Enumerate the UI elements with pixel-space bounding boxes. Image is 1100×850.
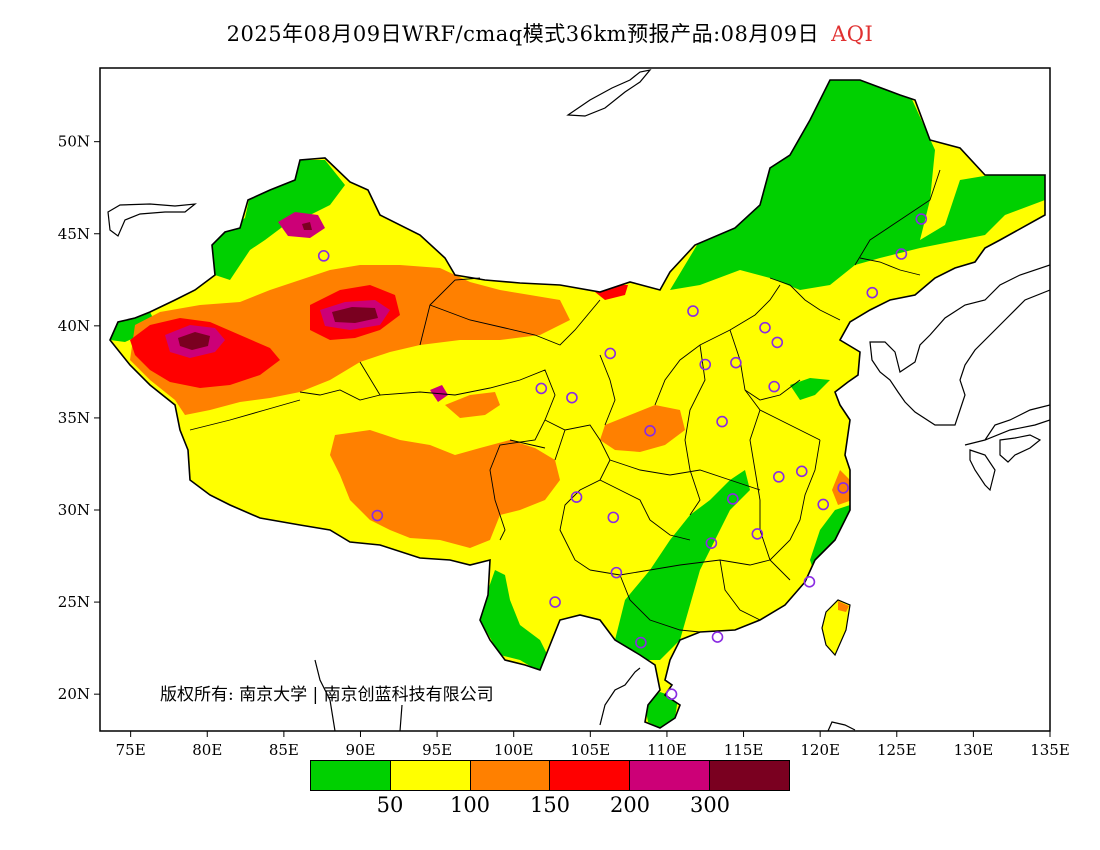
- title-variable: AQI: [831, 22, 874, 46]
- city-marker-icon: [795, 465, 808, 478]
- lat-tick-label: 20N: [58, 685, 90, 703]
- city-marker-icon: [759, 321, 771, 334]
- city-marker-icon: [610, 566, 623, 579]
- city-marker-icon: [549, 596, 561, 608]
- city-marker-icon: [566, 391, 578, 404]
- city-marker-icon: [665, 688, 678, 700]
- lon-tick-label: 100E: [494, 741, 534, 759]
- city-marker-icon: [768, 380, 780, 393]
- city-marker-icon: [730, 356, 742, 369]
- lon-tick-label: 135E: [1030, 741, 1070, 759]
- colorbar-label: 300: [689, 793, 731, 817]
- taiwan-north-light-zone: [838, 601, 849, 612]
- aqi-zone-severe-west: [178, 332, 210, 350]
- lon-tick-label: 90E: [345, 741, 375, 759]
- city-marker-icon: [866, 286, 879, 299]
- map-title: 2025年08月09日WRF/cmaq模式36km预报产品:08月09日 AQI: [0, 18, 1100, 48]
- city-marker-icon: [817, 498, 830, 511]
- aqi-zone-good-xinjiang-north: [212, 160, 345, 280]
- colorbar-segment: [710, 761, 789, 790]
- colorbar-label: 200: [609, 793, 651, 817]
- city-marker-icon: [635, 636, 647, 649]
- lon-tick-label: 110E: [647, 741, 687, 759]
- colorbar-segment: [470, 761, 551, 790]
- province-borders: [189, 169, 941, 633]
- title-main: 2025年08月09日WRF/cmaq模式36km预报产品:08月09日: [226, 22, 820, 46]
- colorbar-segment: [630, 761, 711, 790]
- city-marker-icon: [915, 213, 928, 225]
- city-marker-icon: [371, 509, 384, 522]
- colorbar-label: 50: [376, 793, 404, 817]
- lon-tick-label: 120E: [800, 741, 840, 759]
- colorbar-label: 150: [529, 793, 571, 817]
- colorbar-segment: [311, 761, 391, 790]
- lat-tick-label: 35N: [58, 409, 90, 427]
- city-marker-icon: [772, 471, 785, 483]
- city-marker-icon: [644, 425, 656, 437]
- city-marker-icon: [687, 305, 699, 317]
- aqi-zone-severe-east: [332, 307, 378, 323]
- taiwan-island: [821, 599, 851, 657]
- city-marker-icon: [604, 347, 617, 360]
- aqi-zone-good-northeast: [670, 80, 1045, 290]
- aqi-colorbar: [310, 760, 790, 791]
- aqi-zone-good-xinjiang-west: [110, 312, 155, 342]
- aqi-zone-light-qinghai: [445, 392, 500, 418]
- lon-tick-label: 115E: [724, 741, 764, 759]
- city-marker-icon: [803, 576, 816, 588]
- lat-tick-label: 25N: [58, 593, 90, 611]
- lon-tick-label: 105E: [571, 741, 611, 759]
- city-marker-icon: [317, 250, 330, 262]
- latitude-axis: 20N 25N 30N 35N 40N 45N 50N: [58, 133, 100, 703]
- aqi-zone-light-tibet: [330, 430, 560, 548]
- colorbar-label: 100: [449, 793, 491, 817]
- city-marker-icon: [535, 382, 548, 395]
- aqi-zone-light-shaanxi: [600, 405, 685, 452]
- longitude-axis: 75E 80E 85E 90E 95E 100E 105E 110E 115E 120E 125E 1…: [116, 731, 1070, 759]
- lon-tick-label: 75E: [116, 741, 146, 759]
- lon-tick-label: 95E: [422, 741, 452, 759]
- colorbar-segment: [390, 761, 471, 790]
- city-markers: [317, 213, 928, 700]
- copyright-text: 版权所有: 南京大学 | 南京创蓝科技有限公司: [160, 685, 494, 705]
- lon-tick-label: 80E: [192, 741, 222, 759]
- city-marker-icon: [751, 528, 764, 540]
- aqi-zone-good-hainan: [645, 692, 678, 728]
- aqi-zone-good-south: [480, 570, 550, 672]
- lon-tick-label: 85E: [269, 741, 299, 759]
- lat-tick-label: 45N: [58, 225, 90, 243]
- foreign-coastlines: [107, 69, 1050, 731]
- lon-tick-label: 130E: [954, 741, 994, 759]
- city-marker-icon: [711, 631, 724, 643]
- colorbar-segment: [550, 761, 631, 790]
- city-marker-icon: [727, 493, 739, 505]
- aqi-zone-good-shandong: [790, 378, 830, 400]
- city-marker-icon: [837, 482, 849, 494]
- city-marker-icon: [570, 491, 583, 503]
- city-marker-icon: [771, 336, 784, 349]
- aqi-zone-light-zhejiang: [832, 470, 852, 505]
- city-marker-icon: [895, 248, 908, 260]
- lat-tick-label: 50N: [58, 133, 90, 151]
- lon-tick-label: 125E: [877, 741, 917, 759]
- city-marker-icon: [716, 415, 728, 428]
- lat-tick-label: 40N: [58, 317, 90, 335]
- city-marker-icon: [607, 511, 620, 524]
- aqi-zone-heavy-north: [278, 212, 325, 238]
- lat-tick-label: 30N: [58, 501, 90, 519]
- china-national-border: [109, 79, 1046, 729]
- city-marker-icon: [705, 537, 718, 549]
- city-marker-icon: [699, 358, 712, 371]
- aqi-zone-severe-north: [302, 222, 312, 230]
